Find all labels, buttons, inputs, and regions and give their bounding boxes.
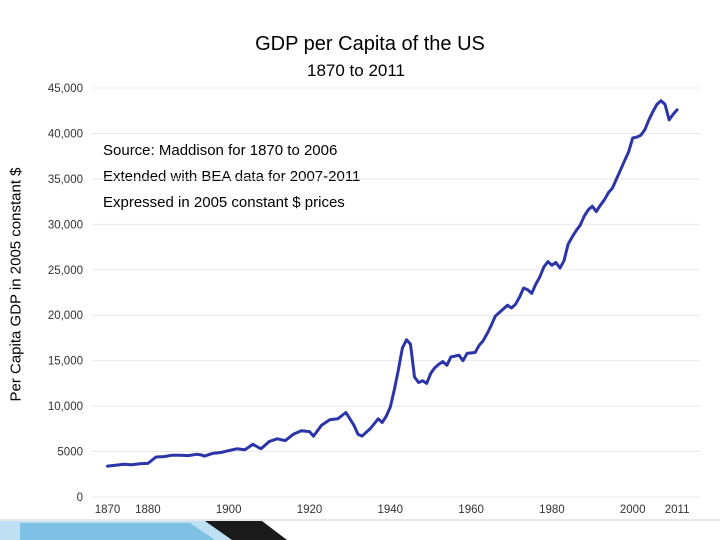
annotation-extension: Extended with BEA data for 2007-2011 bbox=[103, 168, 361, 185]
y-tick-label: 5000 bbox=[57, 447, 83, 459]
chart-subtitle: 1870 to 2011 bbox=[307, 61, 405, 80]
y-tick-label: 0 bbox=[77, 492, 83, 504]
y-tick-label: 40,000 bbox=[48, 128, 83, 140]
x-tick-label: 2000 bbox=[620, 504, 646, 516]
y-tick-label: 25,000 bbox=[48, 265, 83, 277]
y-tick-label: 35,000 bbox=[48, 174, 83, 186]
x-tick-label: 1980 bbox=[539, 504, 565, 516]
gridlines bbox=[92, 87, 700, 498]
x-tick-label: 1920 bbox=[297, 504, 323, 516]
annotation-prices: Expressed in 2005 constant $ prices bbox=[103, 194, 345, 211]
gdp-series-line bbox=[106, 99, 679, 468]
y-tick-label: 10,000 bbox=[48, 401, 83, 413]
x-tick-labels: 1870 1880 1900 1920 1940 1960 1980 2000 2011 bbox=[95, 504, 690, 516]
y-tick-label: 45,000 bbox=[48, 83, 83, 95]
y-tick-labels: 0 5000 10,000 15,000 20,000 25,000 30,000 35,00… bbox=[48, 83, 83, 504]
x-tick-label: 1960 bbox=[458, 504, 484, 516]
annotation-source: Source: Maddison for 1870 to 2006 bbox=[103, 142, 338, 159]
x-tick-label: 2011 bbox=[665, 504, 690, 516]
y-tick-label: 30,000 bbox=[48, 219, 83, 231]
x-tick-label: 1940 bbox=[378, 504, 404, 516]
chart-title: GDP per Capita of the US bbox=[255, 33, 485, 55]
y-tick-label: 20,000 bbox=[48, 310, 83, 322]
x-tick-label: 1900 bbox=[216, 504, 242, 516]
y-tick-label: 15,000 bbox=[48, 356, 83, 368]
x-tick-label: 1880 bbox=[135, 504, 161, 516]
x-tick-label: 1870 bbox=[95, 504, 121, 516]
